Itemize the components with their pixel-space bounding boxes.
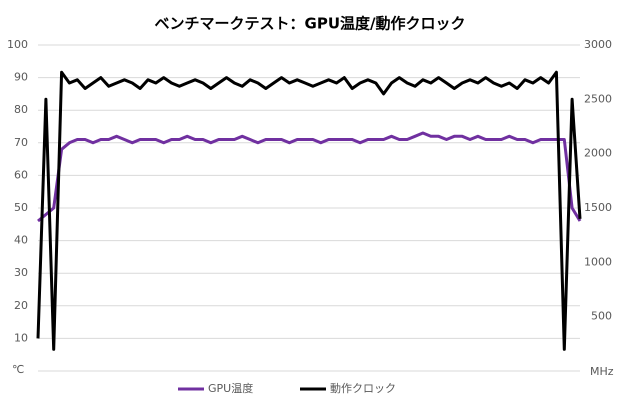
- y-tick-label: 30: [14, 266, 28, 279]
- y-tick-label: 100: [7, 38, 28, 51]
- y-tick-label: 90: [14, 71, 28, 84]
- y-tick-label: 70: [14, 136, 28, 149]
- series-line: [37, 131, 582, 223]
- y-tick-label: 10: [14, 331, 28, 344]
- y2-tick-label: 1000: [584, 255, 612, 268]
- y-tick-label: 60: [14, 168, 28, 181]
- y2-tick-label: 2500: [584, 92, 612, 105]
- y-tick-label: 50: [14, 201, 28, 214]
- series-line: [36, 70, 582, 351]
- legend-label: 動作クロック: [330, 381, 396, 395]
- y2-tick-label: 2000: [584, 147, 612, 160]
- y-tick-label: 20: [14, 299, 28, 312]
- legend-label: GPU温度: [208, 381, 253, 395]
- y2-unit: MHz: [590, 365, 614, 378]
- y2-tick-label: 3000: [584, 38, 612, 51]
- y2-tick-label: 1500: [584, 201, 612, 214]
- y2-tick-label: 500: [591, 310, 612, 323]
- chart-title: ベンチマークテスト：GPU温度/動作クロック: [155, 15, 466, 33]
- y-tick-label: 80: [14, 103, 28, 116]
- y-tick-label: 40: [14, 234, 28, 247]
- y-unit: ℃: [12, 363, 24, 376]
